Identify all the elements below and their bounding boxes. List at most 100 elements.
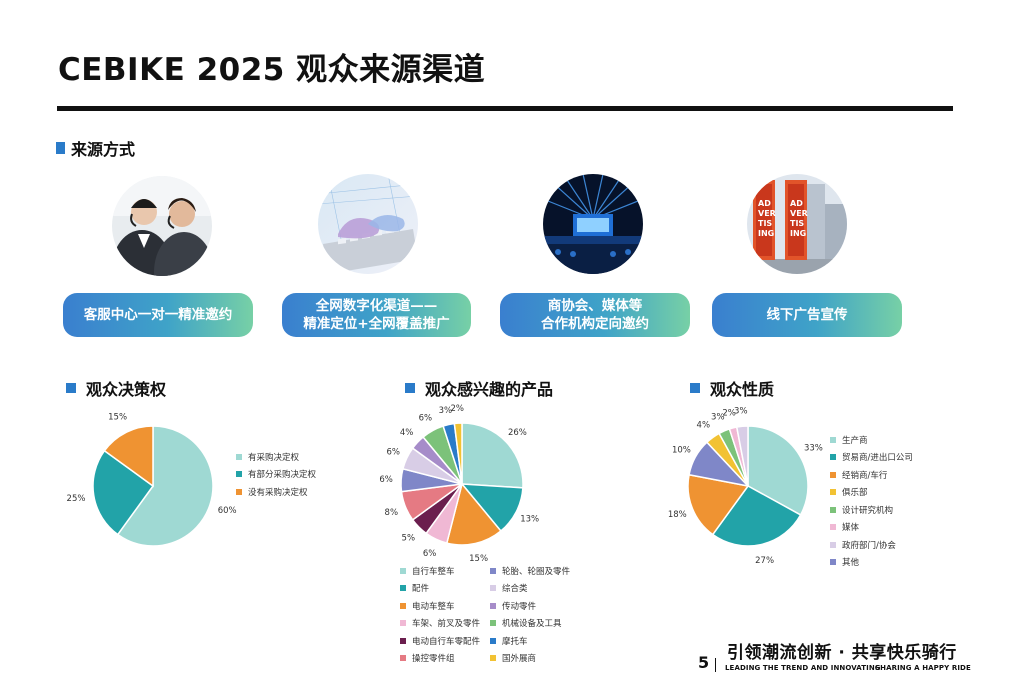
nature-pie-label: 10%: [672, 445, 691, 455]
nature-pie-label: 3%: [711, 412, 725, 422]
legend-item: 贸易商/进出口公司: [830, 449, 913, 467]
legend-item: 媒体: [830, 519, 913, 537]
legend-item: 车架、前叉及零件: [400, 615, 490, 633]
legend-swatch: [830, 454, 836, 461]
legend-swatch: [830, 436, 836, 443]
legend-item: 自行车整车: [400, 562, 490, 580]
legend-swatch: [830, 524, 836, 531]
legend-item: 摩托车: [490, 632, 600, 650]
footer-subtitle-right: SHARING A HAPPY RIDE: [875, 664, 971, 672]
decision-chart-title: 观众决策权: [66, 376, 166, 400]
legend-swatch: [830, 541, 836, 548]
legend-item: 电动自行车零配件: [400, 632, 490, 650]
products-pie-label: 15%: [469, 554, 488, 564]
nature-pie-label: 2%: [722, 408, 736, 418]
products-pie-slice: [445, 482, 502, 546]
channel-digital: 全网数字化渠道—— 精准定位+全网覆盖推广: [282, 293, 471, 337]
products-pie-label: 26%: [508, 428, 527, 438]
legend-item: 轮胎、轮圈及零件: [490, 562, 600, 580]
decision-pie-label: 15%: [108, 413, 127, 423]
legend-swatch: [400, 620, 406, 627]
legend-swatch: [400, 637, 406, 644]
billboard-text: AD: [790, 199, 803, 208]
nature-pie-label: 4%: [697, 421, 711, 431]
section-marker: [56, 142, 65, 154]
legend-item: 配件: [400, 580, 490, 598]
legend-item: 其他: [830, 554, 913, 572]
decision-pie-slice: [92, 449, 155, 536]
decision-pie-slice: [103, 425, 154, 488]
legend-swatch: [400, 567, 406, 574]
products-pie-label: 6%: [386, 448, 400, 458]
billboard-text: ING: [758, 229, 774, 238]
legend-item: 没有采购决定权: [236, 483, 316, 501]
page-title: CEBIKE 2025 观众来源渠道: [58, 52, 486, 88]
legend-swatch: [830, 489, 836, 496]
legend-item: 设计研究机构: [830, 501, 913, 519]
legend-swatch: [490, 637, 496, 644]
legend-item: 有部分采购决定权: [236, 466, 316, 484]
products-chart-title: 观众感兴趣的产品: [405, 376, 553, 400]
products-pie-label: 13%: [520, 515, 539, 525]
title-divider: [57, 106, 953, 111]
billboard-text: AD: [758, 199, 771, 208]
legend-swatch: [830, 559, 836, 566]
decision-pie-label: 60%: [218, 506, 237, 516]
nature-pie-label: 18%: [668, 510, 687, 520]
products-pie-slice: [453, 422, 463, 485]
footer-subtitle-left: LEADING THE TREND AND INNOVATING: [725, 664, 881, 672]
legend-item: 俱乐部: [830, 484, 913, 502]
channel-call-center: 客服中心一对一精准邀约: [63, 293, 253, 337]
legend-swatch: [400, 602, 406, 609]
legend-item: 有采购决定权: [236, 448, 316, 466]
legend-item: 经销商/车行: [830, 466, 913, 484]
footer-divider: [715, 658, 716, 672]
legend-swatch: [236, 488, 242, 495]
digital-keyboard-photo: [318, 174, 418, 274]
sources-heading: 来源方式: [56, 136, 135, 160]
billboard-text: VER: [758, 209, 776, 218]
nature-pie-label: 27%: [755, 556, 774, 566]
legend-swatch: [490, 655, 496, 662]
legend-item: 政府部门/协会: [830, 536, 913, 554]
outdoor-billboard-photo: AD VER TIS ING AD VER TIS ING: [747, 174, 847, 274]
page-number: 5: [698, 653, 710, 672]
nature-pie-slice: [687, 473, 750, 536]
channel-offline-ads: 线下广告宣传: [712, 293, 902, 337]
nature-legend: 生产商 贸易商/进出口公司 经销商/车行 俱乐部 设计研究机构 媒体 政府部门/…: [830, 431, 913, 571]
legend-item: 电动车整车: [400, 597, 490, 615]
legend-swatch: [490, 602, 496, 609]
legend-swatch: [490, 585, 496, 592]
channel-associations: 商协会、媒体等 合作机构定向邀约: [500, 293, 690, 337]
nature-pie-label: 33%: [804, 443, 823, 453]
legend-swatch: [400, 585, 406, 592]
nature-pie-slice: [735, 425, 749, 487]
products-pie-label: 6%: [423, 549, 437, 559]
legend-swatch: [830, 471, 836, 478]
nature-chart-title: 观众性质: [690, 376, 774, 400]
legend-item: 综合类: [490, 580, 600, 598]
legend-swatch: [490, 620, 496, 627]
nature-pie-label: 3%: [734, 406, 748, 416]
legend-swatch: [236, 471, 242, 478]
billboard-text: VER: [790, 209, 808, 218]
legend-swatch: [830, 506, 836, 513]
legend-item: 操控零件组: [400, 650, 490, 668]
nature-pie-slice: [747, 425, 809, 516]
footer-slogan: 引领潮流创新 · 共享快乐骑行: [727, 643, 957, 663]
products-pie-label: 6%: [379, 475, 393, 485]
products-pie-label: 4%: [400, 428, 414, 438]
nature-pie-slice: [711, 485, 802, 547]
legend-item: 传动零件: [490, 597, 600, 615]
section-marker: [66, 383, 76, 393]
decision-pie-label: 25%: [67, 494, 86, 504]
products-pie-label: 6%: [419, 413, 433, 423]
billboard-text: ING: [790, 229, 806, 238]
products-pie-slice: [461, 422, 524, 489]
products-pie-label: 5%: [402, 534, 416, 544]
legend-swatch: [400, 655, 406, 662]
billboard-text: TIS: [790, 219, 804, 228]
products-pie-label: 2%: [450, 404, 464, 414]
products-pie-label: 3%: [439, 406, 453, 416]
